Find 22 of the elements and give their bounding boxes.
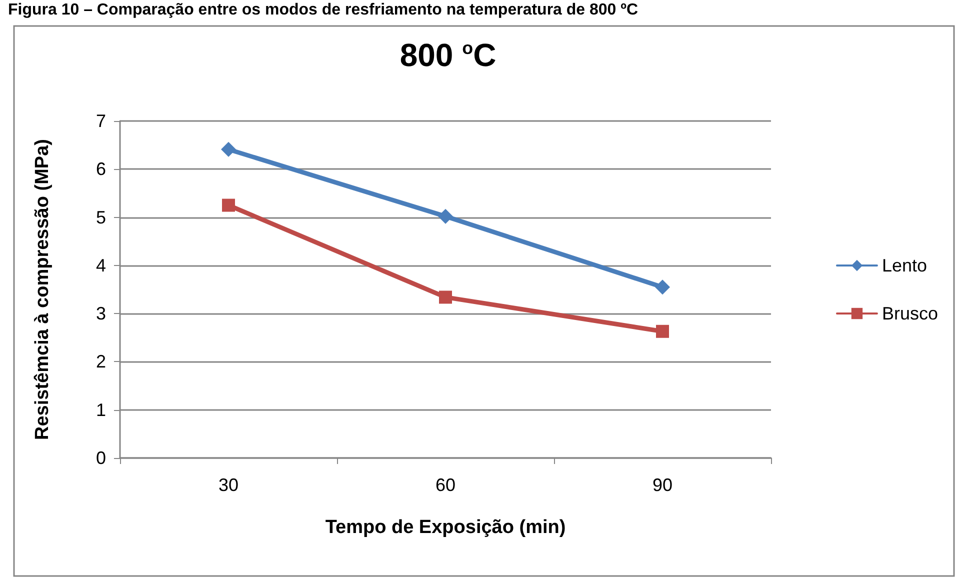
point — [438, 208, 453, 224]
point — [655, 280, 670, 295]
x-tick-label: 30 — [218, 475, 239, 495]
y-tick-label: 1 — [96, 400, 106, 420]
text: Figura 10 – Comparação entre os modos de resfriamento na temperatura de 800 ºC — [8, 2, 638, 18]
legend-label: Lento — [882, 256, 928, 276]
y-tick-label: 2 — [96, 352, 106, 372]
y-tick-label: 0 — [96, 448, 106, 468]
y-tick-label: 7 — [96, 111, 106, 131]
y-tick-label: 3 — [96, 304, 106, 324]
y-tick-label: 4 — [96, 255, 106, 276]
point — [222, 198, 235, 212]
y-axis-title: Resistêmcia à compressão (MPa) — [32, 139, 53, 440]
y-tick-label: 5 — [96, 207, 106, 228]
legend-label: Brusco — [882, 304, 938, 324]
point — [656, 324, 669, 338]
x-tick-label: 90 — [652, 475, 673, 495]
point — [439, 290, 452, 304]
x-axis-title: Tempo de Exposição (min) — [325, 517, 566, 538]
x-tick-label: 60 — [435, 475, 456, 495]
y-tick-label: 6 — [96, 159, 106, 180]
point — [221, 142, 236, 157]
